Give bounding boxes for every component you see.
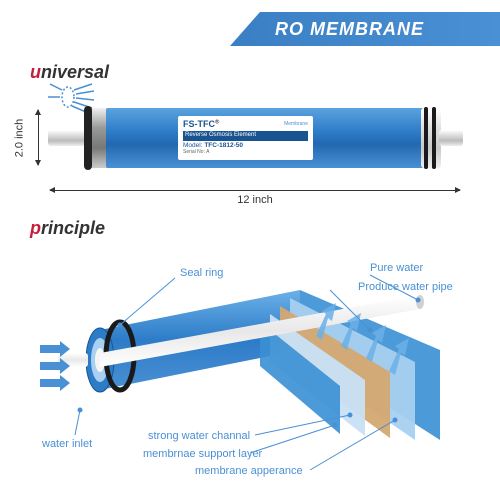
callout-appearance: membrane apperance — [195, 465, 303, 477]
universal-label: universal — [30, 62, 109, 83]
callout-seal-ring: Seal ring — [180, 267, 223, 279]
left-ring — [84, 106, 92, 170]
callout-strong-channel: strong water channal — [148, 430, 250, 442]
product-model: Model: TFC-1812-50 — [183, 142, 308, 150]
width-dimension: 12 inch — [50, 180, 460, 200]
height-value: 2.0 inch — [13, 118, 25, 157]
o-ring — [424, 107, 428, 169]
product-subtitle: Reverse Osmosis Element — [183, 131, 308, 140]
membrane-product: FS-TFC® Membrane Reverse Osmosis Element… — [48, 108, 463, 168]
principle-label: principle — [30, 218, 105, 239]
o-ring — [432, 107, 436, 169]
product-serial: Serial No: A — [183, 149, 308, 155]
callout-produce-pipe: Produce water pipe — [358, 281, 453, 293]
height-dimension: 2.0 inch — [8, 110, 48, 165]
right-nozzle — [439, 130, 463, 146]
product-tag: Membrane — [284, 121, 308, 127]
callout-water-inlet: water inlet — [42, 438, 92, 450]
header-banner: RO MEMBRANE — [230, 12, 500, 46]
product-label: FS-TFC® Membrane Reverse Osmosis Element… — [178, 116, 313, 160]
width-value: 12 inch — [233, 194, 276, 206]
left-nozzle — [48, 130, 88, 146]
brand-name: FS-TFC — [183, 119, 215, 129]
header-title: RO MEMBRANE — [275, 19, 424, 40]
callout-support-layer: membrnae support layer — [143, 448, 262, 460]
callout-pure-water: Pure water — [370, 262, 423, 274]
